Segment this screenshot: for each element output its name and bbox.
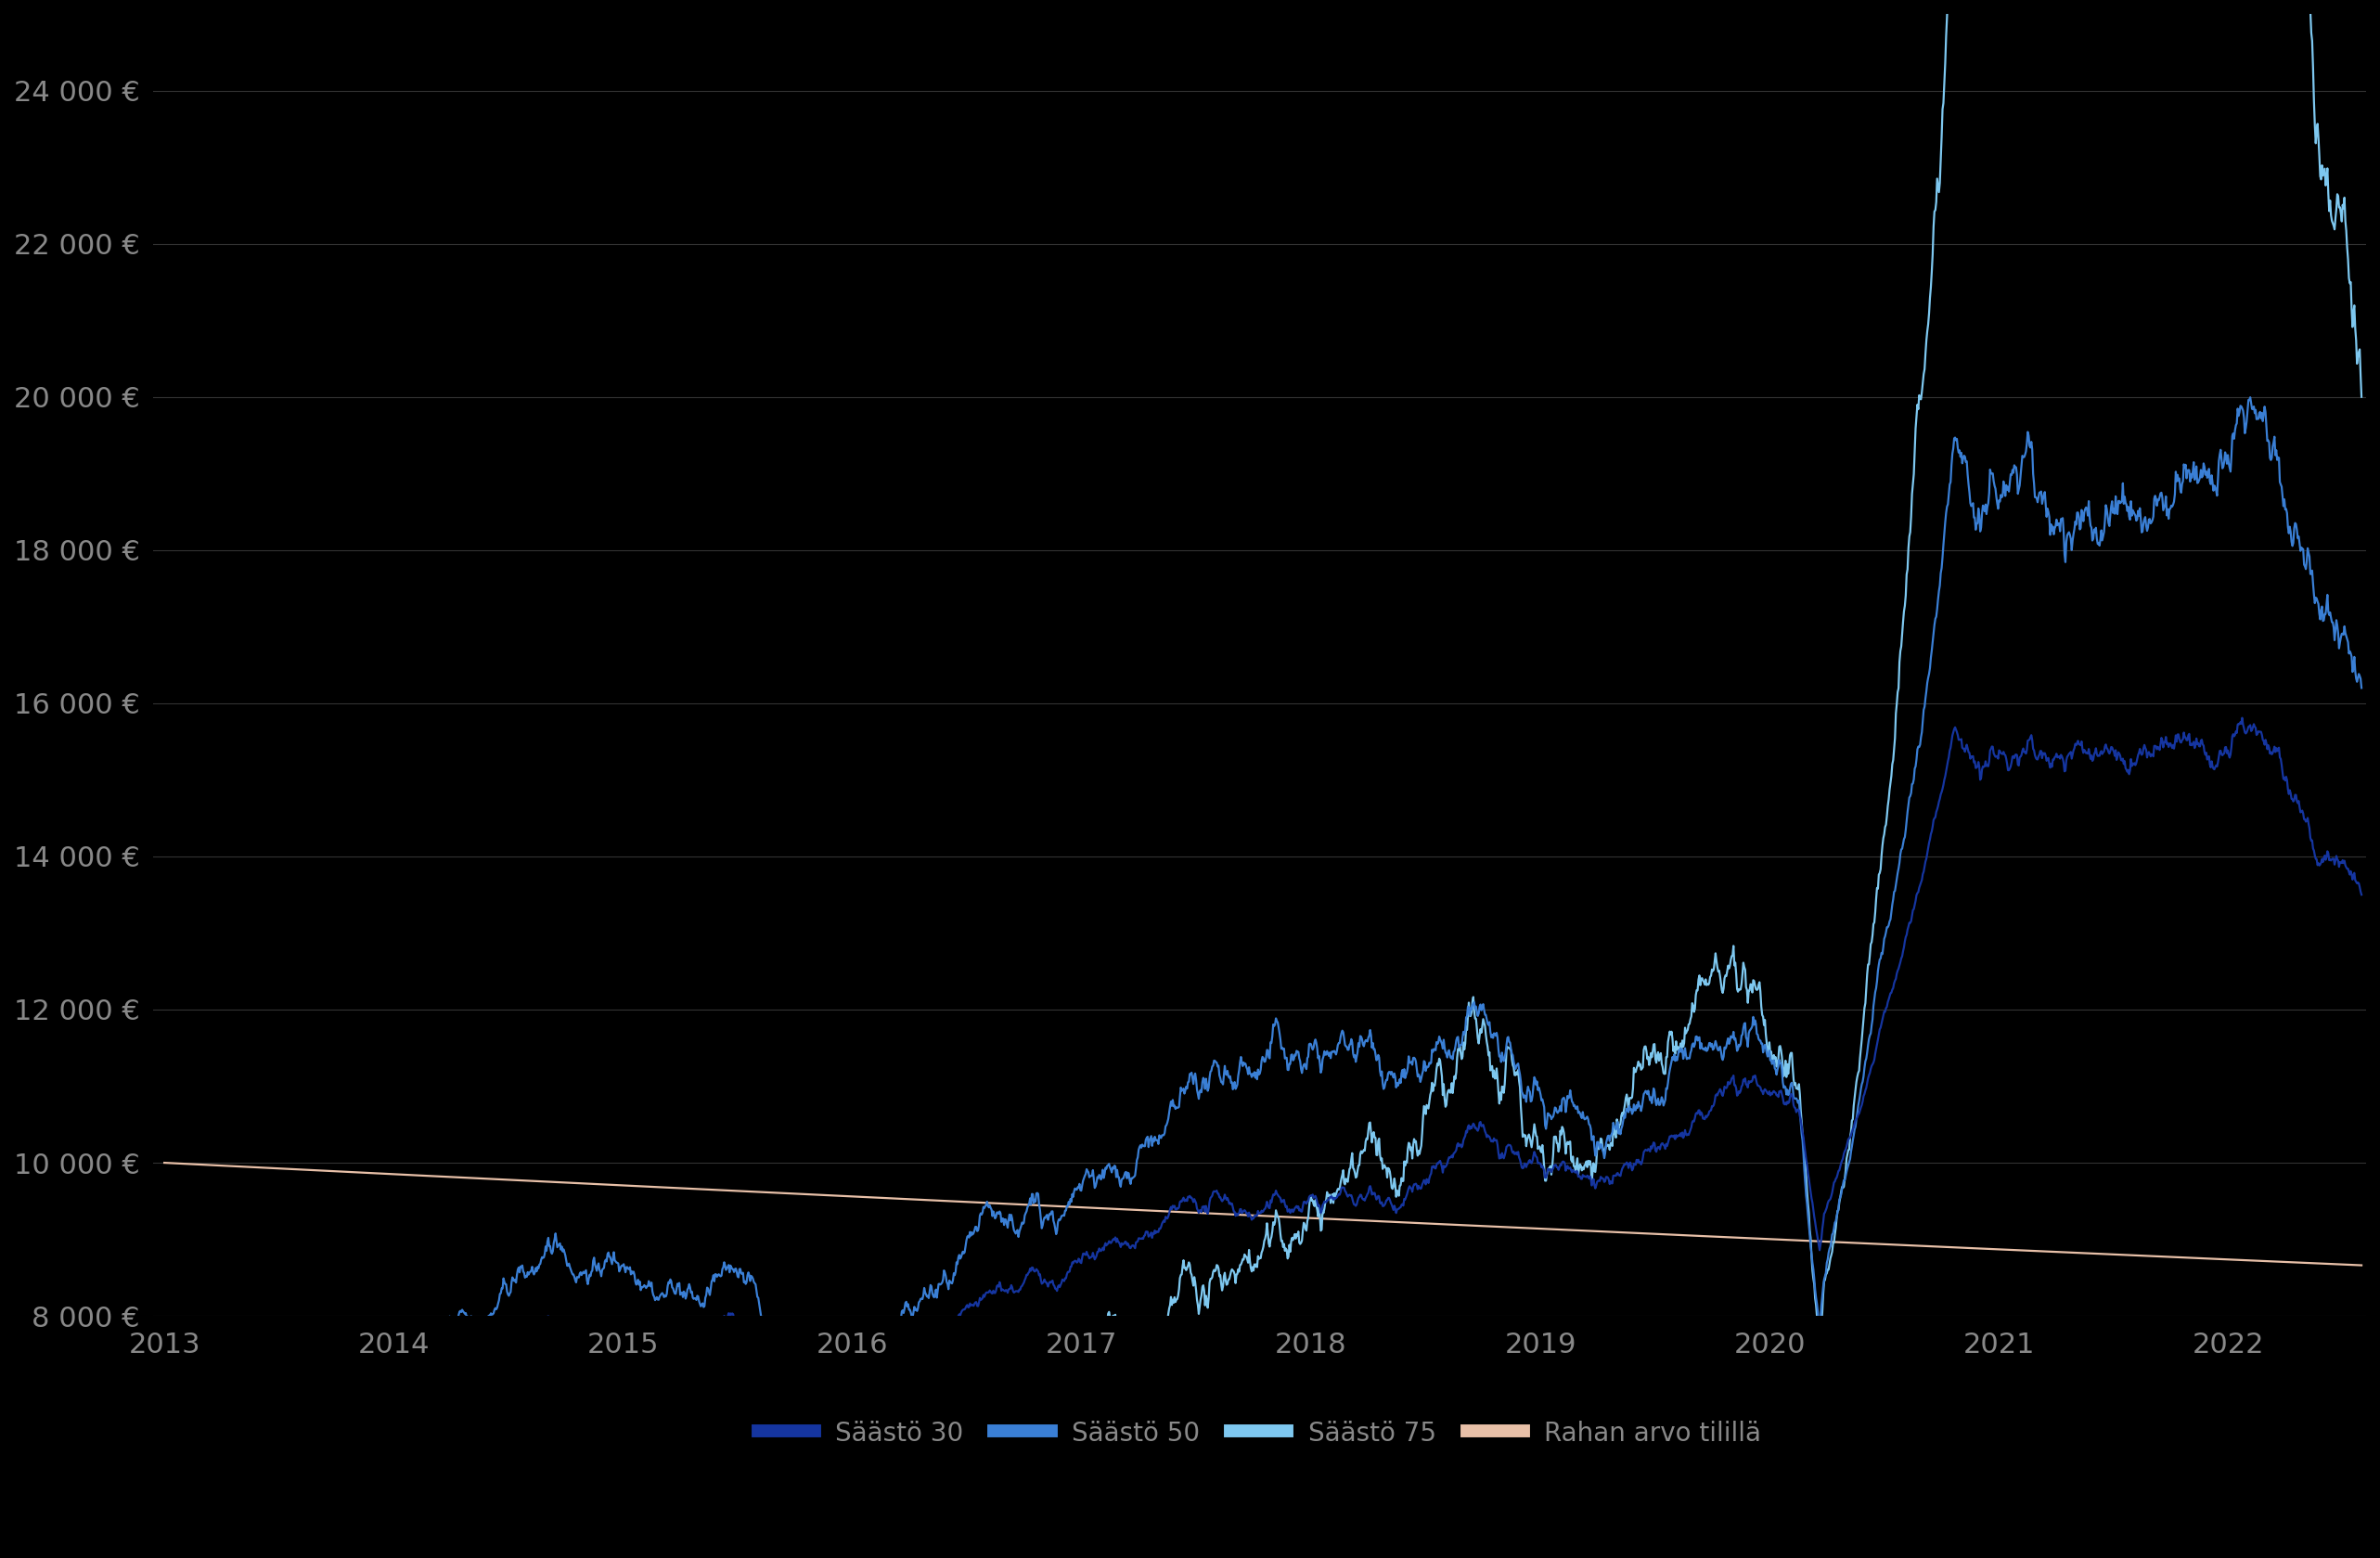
Rahan arvo tilillä — [747, 1183, 776, 1201]
Säästö 30 — [585, 1335, 614, 1354]
Säästö 30 — [747, 1340, 776, 1359]
Säästö 30 — [781, 1388, 809, 1407]
Säästö 50 — [207, 1429, 236, 1447]
Rahan arvo tilillä — [150, 1153, 178, 1172]
Säästö 75 — [500, 1427, 528, 1446]
Säästö 30 — [1933, 753, 1961, 771]
Säästö 30 — [500, 1324, 528, 1343]
Line: Säästö 75: Säästö 75 — [164, 0, 2361, 1558]
Säästö 50 — [500, 1270, 528, 1288]
Rahan arvo tilillä — [585, 1175, 614, 1193]
Säästö 30 — [2347, 885, 2375, 904]
Säästö 30 — [150, 1359, 178, 1377]
Rahan arvo tilillä — [2125, 1246, 2154, 1265]
Line: Rahan arvo tilillä: Rahan arvo tilillä — [164, 1162, 2361, 1265]
Säästö 50 — [2235, 388, 2263, 407]
Säästö 50 — [2106, 494, 2135, 513]
Säästö 50 — [588, 1267, 616, 1285]
Rahan arvo tilillä — [2104, 1245, 2132, 1264]
Säästö 50 — [150, 1396, 178, 1415]
Säästö 30 — [2228, 709, 2256, 728]
Säästö 50 — [1933, 495, 1961, 514]
Säästö 50 — [2347, 679, 2375, 698]
Säästö 75 — [585, 1455, 614, 1474]
Rahan arvo tilillä — [1933, 1237, 1961, 1256]
Säästö 30 — [2106, 746, 2135, 765]
Line: Säästö 30: Säästö 30 — [164, 718, 2361, 1398]
Säästö 50 — [2125, 499, 2154, 517]
Säästö 30 — [2125, 740, 2154, 759]
Säästö 75 — [150, 1507, 178, 1525]
Legend: Säästö 30, Säästö 50, Säästö 75, Rahan arvo tilillä: Säästö 30, Säästö 50, Säästö 75, Rahan a… — [757, 1421, 1761, 1446]
Säästö 50 — [750, 1321, 778, 1340]
Rahan arvo tilillä — [2347, 1256, 2375, 1274]
Line: Säästö 50: Säästö 50 — [164, 397, 2361, 1438]
Rahan arvo tilillä — [500, 1170, 528, 1189]
Säästö 75 — [747, 1516, 776, 1535]
Säästö 75 — [2347, 388, 2375, 407]
